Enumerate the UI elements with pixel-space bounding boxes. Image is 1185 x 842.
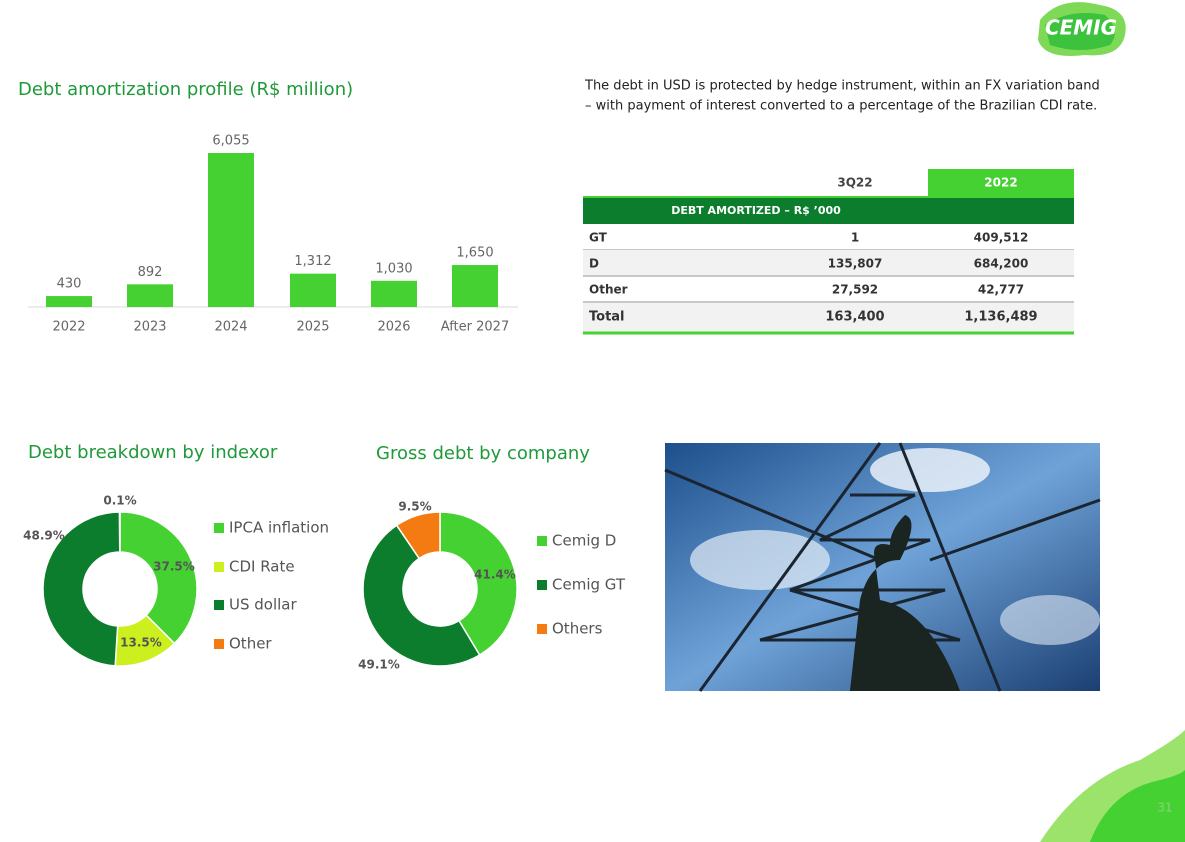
corner-shape <box>1090 770 1185 842</box>
legend-label: Others <box>552 620 603 638</box>
data-label: 48.9% <box>23 529 65 543</box>
legend-swatch <box>214 523 224 533</box>
cell: 409,512 <box>974 231 1029 245</box>
data-label: 6,055 <box>212 134 249 149</box>
legend-label: CDI Rate <box>229 558 295 576</box>
row-label: D <box>589 257 599 271</box>
bar <box>127 284 173 307</box>
table: 3Q22 2022 DEBT AMORTIZED – R$ ’000 <box>583 169 1074 224</box>
legend-label: Cemig GT <box>552 576 626 594</box>
data-label: 1,650 <box>456 246 493 261</box>
x-tick-label: 2025 <box>296 320 329 335</box>
bar <box>371 280 417 307</box>
legend-swatch <box>537 624 547 634</box>
note-line: – with payment of interest converted to … <box>585 99 1097 114</box>
data-label: 49.1% <box>358 658 400 672</box>
header-cell <box>928 169 1074 198</box>
chart-title: Debt amortization profile (R$ million) <box>18 79 353 100</box>
data-label: 9.5% <box>398 500 431 514</box>
x-tick-label: 2024 <box>214 320 247 335</box>
row-shade <box>583 250 1074 276</box>
legend-label: Other <box>229 635 272 653</box>
cell: 42,777 <box>978 283 1024 297</box>
donut-slice <box>362 524 481 667</box>
cell: 1,136,489 <box>964 310 1037 325</box>
data-label: 892 <box>138 265 163 280</box>
legend-label: Cemig D <box>552 532 616 550</box>
legend-label: IPCA inflation <box>229 519 329 537</box>
data-label: 0.1% <box>103 494 136 508</box>
row-label: GT <box>589 231 608 245</box>
bar <box>46 296 92 307</box>
bar <box>208 153 254 307</box>
cell: 163,400 <box>825 310 884 325</box>
bar <box>290 273 336 307</box>
data-label: 430 <box>57 277 82 292</box>
donut-slice <box>395 511 441 560</box>
legend-swatch <box>214 600 224 610</box>
legend-swatch <box>537 536 547 546</box>
column-header: 2022 <box>984 176 1017 190</box>
legend-swatch <box>214 562 224 572</box>
chart-title: Gross debt by company <box>376 443 590 464</box>
legend-swatch <box>537 580 547 590</box>
x-tick-label: After 2027 <box>441 320 509 335</box>
cell: 27,592 <box>832 283 878 297</box>
donut-slice <box>439 511 518 657</box>
data-label: 1,030 <box>375 261 412 276</box>
donut-slice <box>119 511 198 645</box>
logo-text: CEMIG <box>1045 16 1117 40</box>
x-tick-label: 2022 <box>52 320 85 335</box>
donut-slice <box>42 511 121 667</box>
row-label: Other <box>589 283 628 297</box>
chart-title: Debt breakdown by indexor <box>28 442 278 463</box>
data-label: 13.5% <box>120 636 162 650</box>
data-label: 37.5% <box>153 560 195 574</box>
data-label: 1,312 <box>294 254 331 269</box>
section-row <box>583 198 1074 224</box>
section-label: DEBT AMORTIZED – R$ ’000 <box>671 204 841 217</box>
row-label: Total <box>589 310 625 325</box>
note-line: The debt in USD is protected by hedge in… <box>584 79 1100 94</box>
x-tick-label: 2023 <box>133 320 166 335</box>
legend-swatch <box>214 639 224 649</box>
logo: CEMIG <box>1038 2 1126 56</box>
photo <box>664 442 1101 692</box>
bar <box>452 265 498 307</box>
row-shade <box>583 303 1074 332</box>
legend-label: US dollar <box>229 596 297 614</box>
x-tick-label: 2026 <box>377 320 410 335</box>
column-header: 3Q22 <box>837 176 872 190</box>
data-label: 41.4% <box>474 568 516 582</box>
cell: 1 <box>851 231 859 245</box>
page-number: 31 <box>1157 801 1172 815</box>
cell: 684,200 <box>974 257 1029 271</box>
cell: 135,807 <box>828 257 883 271</box>
